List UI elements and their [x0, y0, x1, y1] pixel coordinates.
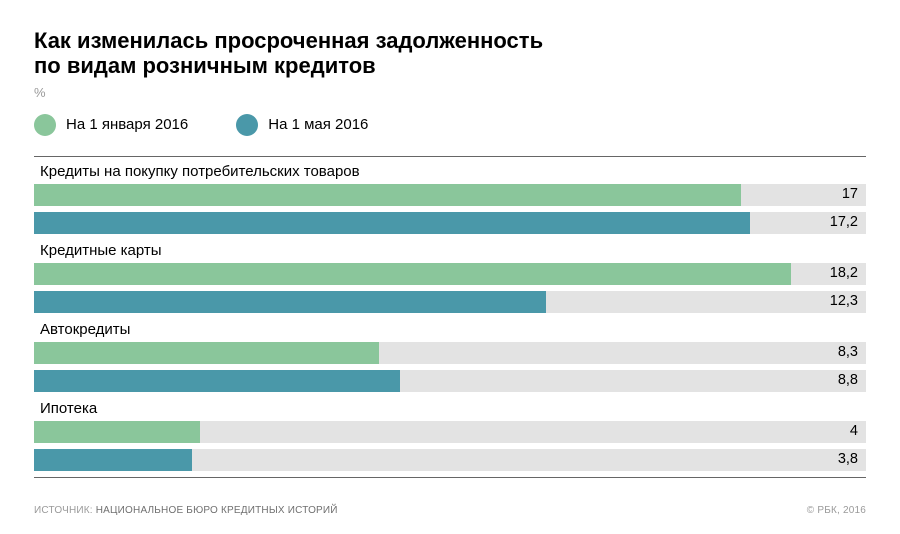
group-label: Автокредиты — [34, 319, 866, 342]
source-label: ИСТОЧНИК: — [34, 505, 93, 516]
group-label: Кредитные карты — [34, 240, 866, 263]
bar-value: 17,2 — [830, 214, 858, 230]
bar-row: 8,3 — [34, 342, 866, 364]
bar-value: 18,2 — [830, 265, 858, 281]
bar-fill — [34, 212, 750, 234]
bar-chart: Кредиты на покупку потребительских товар… — [34, 156, 866, 478]
legend-dot-icon — [34, 114, 56, 136]
footer: ИСТОЧНИК: НАЦИОНАЛЬНОЕ БЮРО КРЕДИТНЫХ ИС… — [34, 505, 866, 516]
legend-label: На 1 мая 2016 — [268, 116, 368, 133]
group-label: Ипотека — [34, 398, 866, 421]
chart-title: Как изменилась просроченная задолженност… — [34, 28, 866, 79]
bar-fill — [34, 291, 546, 313]
bar-row: 17 — [34, 184, 866, 206]
legend-dot-icon — [236, 114, 258, 136]
chart-group: Ипотека 4 3,8 — [34, 398, 866, 471]
bar-value: 12,3 — [830, 293, 858, 309]
bar-value: 8,3 — [838, 344, 858, 360]
bar-value: 17 — [842, 186, 858, 202]
bar-value: 4 — [850, 423, 858, 439]
bar-fill — [34, 370, 400, 392]
bar-value: 8,8 — [838, 372, 858, 388]
title-line-2: по видам розничным кредитов — [34, 53, 376, 78]
bar-fill — [34, 263, 791, 285]
bar-fill — [34, 449, 192, 471]
chart-group: Кредиты на покупку потребительских товар… — [34, 161, 866, 234]
footer-source: ИСТОЧНИК: НАЦИОНАЛЬНОЕ БЮРО КРЕДИТНЫХ ИС… — [34, 505, 338, 516]
source-name: НАЦИОНАЛЬНОЕ БЮРО КРЕДИТНЫХ ИСТОРИЙ — [96, 505, 338, 516]
bar-fill — [34, 421, 200, 443]
bar-row: 17,2 — [34, 212, 866, 234]
legend: На 1 января 2016 На 1 мая 2016 — [34, 114, 866, 136]
unit-label: % — [34, 85, 866, 100]
legend-item: На 1 мая 2016 — [236, 114, 368, 136]
legend-item: На 1 января 2016 — [34, 114, 188, 136]
chart-container: Как изменилась просроченная задолженност… — [0, 0, 900, 478]
chart-group: Автокредиты 8,3 8,8 — [34, 319, 866, 392]
bar-fill — [34, 342, 379, 364]
legend-label: На 1 января 2016 — [66, 116, 188, 133]
bar-row: 4 — [34, 421, 866, 443]
footer-copyright: © РБК, 2016 — [807, 505, 866, 516]
bar-value: 3,8 — [838, 451, 858, 467]
bar-fill — [34, 184, 741, 206]
group-label: Кредиты на покупку потребительских товар… — [34, 161, 866, 184]
bar-row: 12,3 — [34, 291, 866, 313]
chart-group: Кредитные карты 18,2 12,3 — [34, 240, 866, 313]
bar-row: 3,8 — [34, 449, 866, 471]
bar-row: 18,2 — [34, 263, 866, 285]
title-line-1: Как изменилась просроченная задолженност… — [34, 28, 543, 53]
bar-row: 8,8 — [34, 370, 866, 392]
